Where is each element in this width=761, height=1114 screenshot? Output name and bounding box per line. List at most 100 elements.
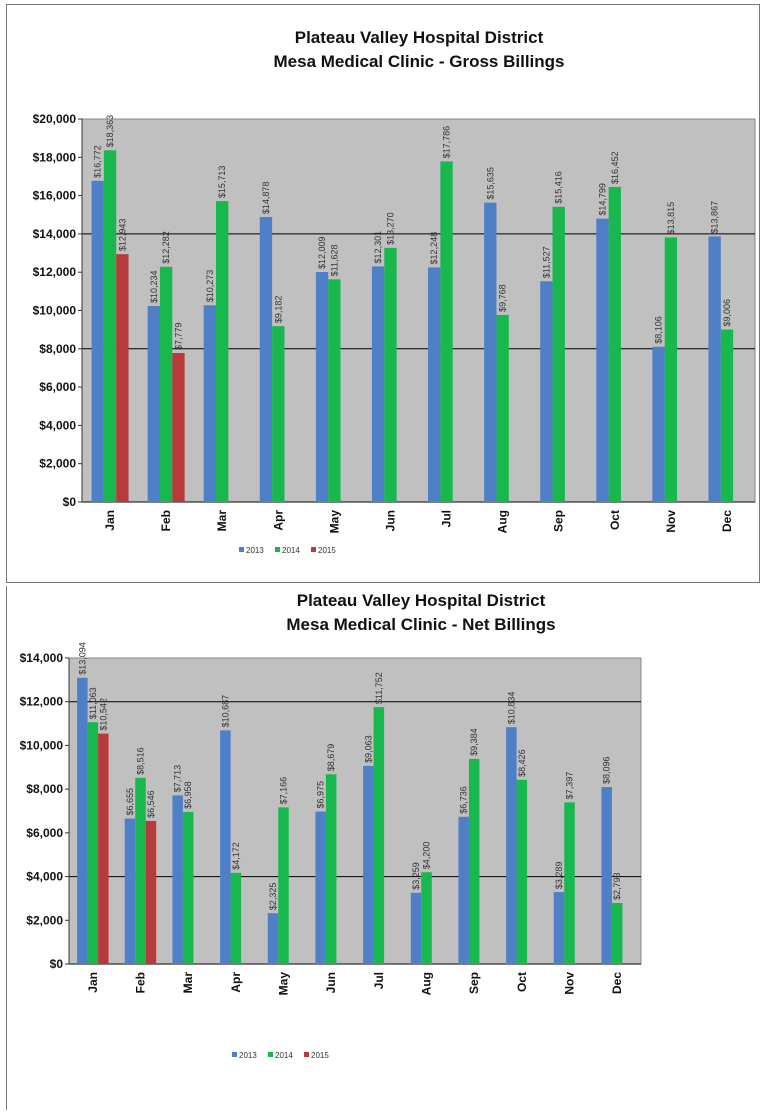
bar-2013-nov <box>553 892 565 964</box>
y-tick-label: $18,000 <box>33 150 77 164</box>
data-label: $7,779 <box>173 323 183 351</box>
data-label: $6,958 <box>183 781 193 809</box>
data-label: $13,867 <box>710 201 720 234</box>
y-tick-label: $16,000 <box>33 189 77 203</box>
data-label: $13,815 <box>666 202 676 235</box>
bar-2013-may <box>267 913 279 964</box>
y-tick-label: $10,000 <box>33 304 77 318</box>
x-tick-label: May <box>277 972 291 996</box>
data-label: $18,363 <box>105 115 115 148</box>
bar-2014-feb <box>135 777 146 964</box>
bar-2015-feb <box>172 353 185 502</box>
data-label: $4,172 <box>231 842 241 870</box>
legend-swatch-2013 <box>239 547 244 552</box>
data-label: $2,325 <box>268 883 278 911</box>
y-tick-label: $12,000 <box>20 695 64 709</box>
legend-swatch-2013 <box>232 1052 237 1057</box>
bar-2014-jan <box>103 150 117 502</box>
bar-2015-jan <box>98 733 109 964</box>
data-label: $10,687 <box>220 695 230 728</box>
data-label: $10,834 <box>506 692 516 725</box>
bar-2014-nov <box>664 237 678 502</box>
data-label: $12,943 <box>117 219 127 252</box>
x-tick-label: Jan <box>103 510 117 531</box>
y-tick-label: $14,000 <box>20 651 64 665</box>
y-tick-label: $4,000 <box>39 418 76 432</box>
gross-billings-chart: Plateau Valley Hospital District Mesa Med… <box>6 4 760 583</box>
chart-subtitle: Mesa Medical Clinic - Gross Billings <box>274 52 565 71</box>
x-tick-label: Dec <box>610 972 624 994</box>
bar-2014-jun <box>325 774 337 964</box>
net-billings-chart: Plateau Valley Hospital District Mesa Med… <box>6 586 759 1110</box>
bar-2014-aug <box>496 314 509 502</box>
bar-2014-may <box>278 807 289 964</box>
bar-2014-mar <box>182 811 194 964</box>
data-label: $10,234 <box>149 270 159 303</box>
bar-2014-dec <box>720 329 734 502</box>
chart-title: Plateau Valley Hospital District <box>297 591 546 610</box>
data-label: $13,094 <box>77 642 87 675</box>
bar-2013-nov <box>652 346 665 502</box>
x-tick-label: Apr <box>229 972 243 993</box>
bar-2013-apr <box>220 730 231 964</box>
data-label: $15,416 <box>554 171 564 204</box>
data-label: $9,063 <box>363 735 373 763</box>
bar-2013-jan <box>91 180 104 502</box>
bar-2013-feb <box>124 818 136 964</box>
bar-2013-mar <box>203 305 217 502</box>
bar-2013-oct <box>506 727 517 964</box>
legend-swatch-2015 <box>304 1052 309 1057</box>
y-tick-label: $0 <box>63 495 77 509</box>
data-label: $15,713 <box>217 166 227 199</box>
data-label: $11,063 <box>88 687 98 719</box>
bar-2013-mar <box>172 795 183 964</box>
y-tick-label: $6,000 <box>26 826 63 840</box>
data-label: $8,106 <box>654 316 664 344</box>
data-label: $9,182 <box>273 296 283 324</box>
bar-2013-aug <box>410 892 422 964</box>
bar-2014-mar <box>216 201 229 502</box>
bar-2013-feb <box>147 306 160 502</box>
x-tick-label: Feb <box>159 510 173 531</box>
bar-2014-sep <box>552 206 565 502</box>
y-tick-label: $4,000 <box>26 870 63 884</box>
bar-2013-jun <box>371 266 385 502</box>
data-label: $9,006 <box>722 299 732 327</box>
data-label: $8,516 <box>136 747 146 775</box>
net-billings-svg: Plateau Valley Hospital District Mesa Med… <box>20 591 642 1060</box>
y-tick-label: $20,000 <box>33 112 77 126</box>
y-tick-label: $14,000 <box>33 227 77 241</box>
x-tick-label: Nov <box>563 972 577 995</box>
y-tick-label: $12,000 <box>33 265 77 279</box>
y-tick-label: $6,000 <box>39 380 76 394</box>
data-label: $4,200 <box>422 842 432 870</box>
legend-label: 2013 <box>239 1051 257 1060</box>
bar-2014-aug <box>421 872 432 964</box>
x-tick-label: Aug <box>496 510 510 533</box>
data-label: $16,452 <box>610 151 620 184</box>
x-tick-label: Mar <box>181 972 195 994</box>
bar-2014-apr <box>272 326 285 502</box>
bar-2013-dec <box>601 787 612 964</box>
x-tick-label: Oct <box>608 510 622 530</box>
x-tick-label: Sep <box>552 510 566 532</box>
data-label: $6,736 <box>459 786 469 814</box>
bar-2014-apr <box>230 872 242 964</box>
y-tick-label: $0 <box>50 957 64 971</box>
legend-label: 2015 <box>318 546 336 555</box>
data-label: $14,878 <box>261 182 271 215</box>
data-label: $6,975 <box>316 781 326 809</box>
bar-2014-oct <box>516 779 528 964</box>
data-label: $17,786 <box>442 126 452 159</box>
data-label: $2,793 <box>612 872 622 900</box>
y-tick-label: $8,000 <box>26 782 63 796</box>
data-label: $6,546 <box>146 790 156 818</box>
data-label: $9,768 <box>498 284 508 312</box>
bar-2014-jun <box>384 247 397 502</box>
x-tick-label: Apr <box>271 510 285 531</box>
bar-2013-sep <box>540 281 553 502</box>
data-label: $8,679 <box>326 744 336 772</box>
data-label: $9,384 <box>469 728 479 756</box>
chart-title: Plateau Valley Hospital District <box>295 28 544 47</box>
y-tick-label: $8,000 <box>39 342 76 356</box>
